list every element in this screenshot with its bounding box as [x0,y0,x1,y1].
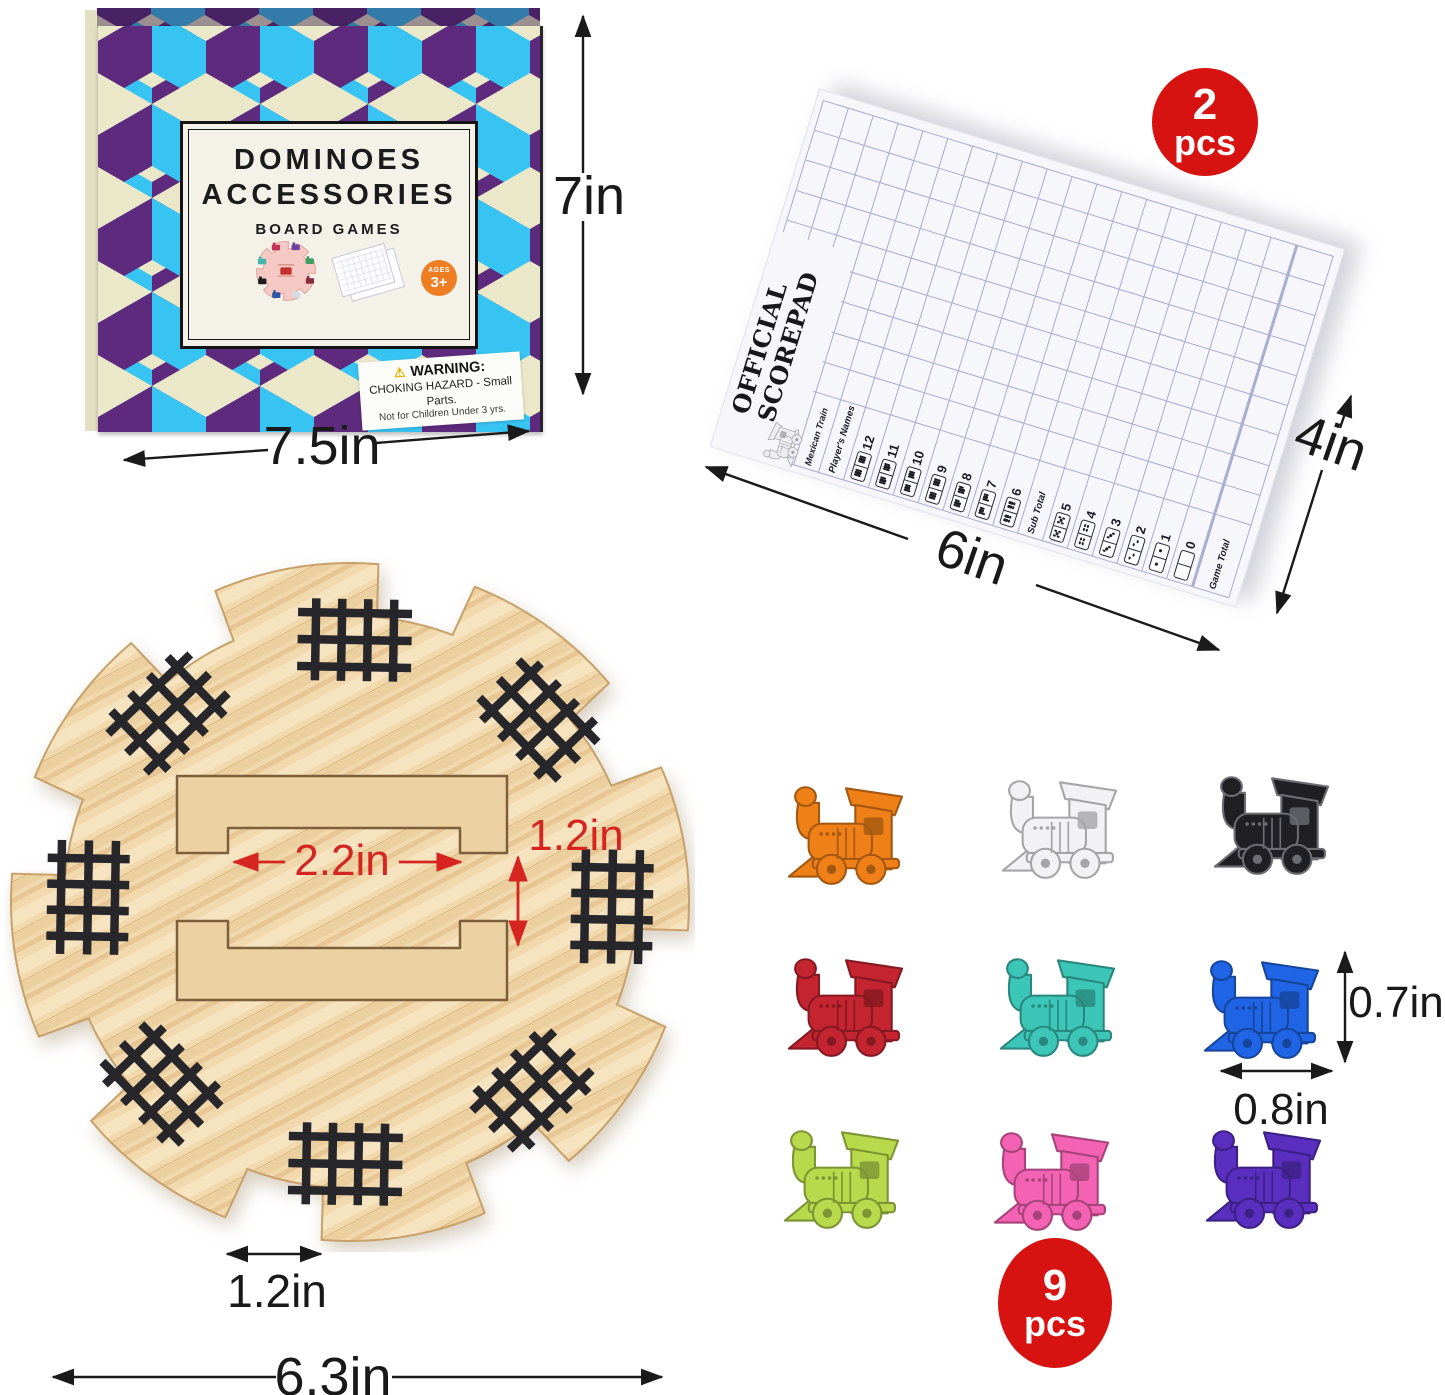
box-title-line2: ACCESSORIES [201,179,457,212]
warning-triangle-icon: ⚠ [393,364,406,381]
scorepad-row-label: 2 [1132,524,1149,536]
box-front: DOMINOES ACCESSORIES BOARD GAMES [98,26,543,432]
scorepad-row-label: 6 [1008,486,1025,498]
domino-icon [874,458,898,491]
scorepad-row-label: 3 [1107,516,1125,528]
domino-icon [1098,526,1122,559]
scorepad-row-label: 1 [1157,531,1174,544]
train-piece-blue [1198,954,1326,1062]
ages-badge: AGES 3+ [421,260,457,296]
scorepad-count: 2 [1192,80,1218,129]
domino-icon [1073,518,1097,551]
domino-icon [1148,541,1171,574]
scorepad-row-label: Game Total [1206,538,1233,591]
box-lid-edge [97,8,540,28]
hub-illustration-icon [256,241,316,301]
dim-box-width: 7.5in [263,416,381,476]
train-piece-black [1208,770,1336,878]
dim-train-width: 0.8in [1233,1085,1329,1134]
hub-handles [175,774,509,1002]
train-count-badge: 9 pcs [998,1238,1112,1368]
train-piece-white [996,774,1124,882]
scorepad-row-label: 8 [958,471,975,483]
train-piece-pink [988,1126,1116,1234]
box-label: DOMINOES ACCESSORIES BOARD GAMES [180,121,478,349]
scorepad-count-unit: pcs [1173,121,1237,163]
railroad-track-icons [46,598,654,1206]
dim-handle-width: 2.2in [294,836,390,885]
train-piece-teal [994,952,1122,1060]
scorepad-row-label: 9 [933,463,951,475]
train-piece-red [782,952,910,1060]
dim-box-height: 7in [552,166,626,226]
domino-icon [849,450,873,483]
domino-icon [1123,534,1146,567]
scorepad-row-label: 4 [1082,509,1100,521]
dim-notch-width: 1.2in [227,1265,327,1317]
wooden-domino-hub [10,562,690,1242]
box-subtitle: BOARD GAMES [255,220,403,238]
domino-icon [924,473,948,506]
dim-hub-width: 6.3in [274,1347,392,1395]
scorepad-row-label: 7 [983,478,1000,490]
train-count: 9 [1042,1261,1068,1310]
ages-badge-bottom: 3+ [430,273,448,291]
scorepad-count-badge: 2 pcs [1152,68,1258,176]
box-title-line1: DOMINOES [234,144,424,176]
domino-icon [949,480,972,513]
dim-handle-gap: 1.2in [528,811,624,860]
scorepad-row-label: Sub Total [1025,490,1049,536]
scorepad-row-label: 11 [883,442,903,460]
box-label-inner: DOMINOES ACCESSORIES BOARD GAMES [188,129,470,340]
scorepad-row-label: 12 [859,433,878,452]
scorepad-row-label: 10 [908,448,928,468]
train-piece-orange [782,780,910,888]
scorepad: Mexican Train Player's Names 12 11 10 9 8 7 6 Sub… [709,88,1346,608]
mini-center-train-icon [280,267,292,275]
domino-icon [1172,549,1196,582]
domino-icon [1048,511,1072,544]
scorepad-illustration-icon [331,242,406,302]
domino-icon [998,496,1022,529]
scorepad-row-label: 0 [1182,539,1199,551]
warning-label: ⚠ WARNING: CHOKING HAZARD - Small Parts. … [357,351,525,431]
domino-icon [899,465,923,498]
scorepad-row-label: 5 [1057,501,1075,513]
train-logo-icon [759,419,802,468]
dim-pad-width: 4in [1287,402,1375,484]
dim-train-height: 0.7in [1348,978,1444,1027]
ages-badge-top: AGES [428,266,450,274]
train-count-unit: pcs [1023,1302,1087,1344]
train-piece-purple [1200,1124,1328,1232]
train-piece-green [778,1124,906,1232]
domino-icon [973,488,997,521]
